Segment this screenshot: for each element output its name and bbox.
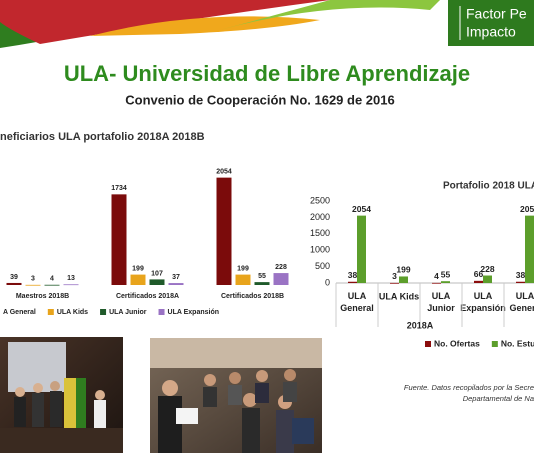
brand-line1: Factor Pe xyxy=(466,6,527,22)
y-tick-label: 500 xyxy=(315,261,330,271)
bar xyxy=(168,283,184,285)
x-tick-label: ULA Junior xyxy=(427,291,455,313)
y-tick-label: 0 xyxy=(325,277,330,287)
bar xyxy=(130,274,146,285)
data-label: 199 xyxy=(132,265,144,272)
bar xyxy=(273,273,289,285)
legend-swatch xyxy=(100,309,107,315)
data-label: 199 xyxy=(237,265,249,272)
bar xyxy=(441,281,450,283)
footnote-line2: Departamental de Na xyxy=(463,394,534,403)
data-label: 38 xyxy=(516,270,526,280)
data-label: 228 xyxy=(480,264,494,274)
x-tick-label: Maestros 2018B xyxy=(16,293,69,300)
data-label: 199 xyxy=(396,265,410,275)
bar xyxy=(432,282,441,284)
data-label: 66 xyxy=(474,269,484,279)
data-label: 2054 xyxy=(520,204,534,214)
legend-label: A General xyxy=(3,309,36,316)
footnote-line1: Fuente. Datos recopilados por la Secre xyxy=(404,383,534,392)
bar xyxy=(216,177,232,285)
data-label: 3 xyxy=(392,271,397,281)
data-label: 3 xyxy=(31,276,35,283)
slide-title: ULA- Universidad de Libre Aprendizaje xyxy=(64,61,470,86)
data-label: 228 xyxy=(275,264,287,271)
chart-title: neficiarios ULA portafolio 2018A 2018B xyxy=(0,131,205,143)
x-tick-label: ULA Kids xyxy=(379,291,419,301)
photo-left xyxy=(0,337,123,453)
bar xyxy=(399,276,408,283)
bar xyxy=(111,194,127,285)
bar xyxy=(357,215,366,283)
brand-box xyxy=(448,0,534,46)
legend-label: ULA Kids xyxy=(57,309,88,316)
data-label: 37 xyxy=(172,274,180,281)
chart-title: Portafolio 2018 ULA xyxy=(443,181,534,192)
y-tick-label: 1500 xyxy=(310,228,330,238)
legend-label: ULA Expansión xyxy=(168,309,219,316)
deco-orange xyxy=(90,16,320,36)
bar xyxy=(483,275,492,283)
data-label: 55 xyxy=(441,269,451,279)
bar xyxy=(348,281,357,283)
x-tick-label: ULA Expansión xyxy=(460,291,506,313)
bar xyxy=(474,280,483,283)
bar xyxy=(516,281,525,283)
deco-lime xyxy=(220,0,440,30)
y-tick-label: 2000 xyxy=(310,212,330,222)
legend-swatch xyxy=(158,309,165,315)
data-label: 39 xyxy=(10,274,18,281)
data-label: 4 xyxy=(50,276,54,283)
x-tick-label: ULA General xyxy=(340,291,374,313)
data-label: 13 xyxy=(67,275,75,282)
legend-label: ULA Junior xyxy=(109,309,147,316)
bar xyxy=(44,284,60,286)
data-label: 38 xyxy=(348,270,358,280)
photo-right xyxy=(150,338,322,453)
legend-swatch xyxy=(47,309,54,315)
legend-swatch xyxy=(425,341,431,347)
x-tick-label: Certificados 2018B xyxy=(221,293,284,300)
bar xyxy=(254,282,270,285)
data-label: 2054 xyxy=(352,204,371,214)
bar xyxy=(25,284,41,286)
bar xyxy=(390,282,399,284)
data-label: 1734 xyxy=(111,185,127,192)
bar xyxy=(525,215,534,283)
brand-line2: Impacto xyxy=(466,24,516,40)
slide-subtitle: Convenio de Cooperación No. 1629 de 2016 xyxy=(125,92,394,107)
bar xyxy=(6,282,22,285)
data-label: 4 xyxy=(434,271,439,281)
bar xyxy=(235,274,251,285)
x-tick-label: Certificados 2018A xyxy=(116,293,179,300)
data-label: 107 xyxy=(151,270,163,277)
bar xyxy=(149,279,165,285)
legend-label: No. Estud xyxy=(501,338,534,348)
bar xyxy=(63,284,79,286)
legend-label: No. Ofertas xyxy=(434,338,480,348)
group-label: 2018A xyxy=(407,320,434,330)
legend-swatch xyxy=(491,341,498,347)
y-tick-label: 1000 xyxy=(310,245,330,255)
data-label: 55 xyxy=(258,273,266,280)
data-label: 2054 xyxy=(216,168,232,175)
y-tick-label: 2500 xyxy=(310,195,330,205)
